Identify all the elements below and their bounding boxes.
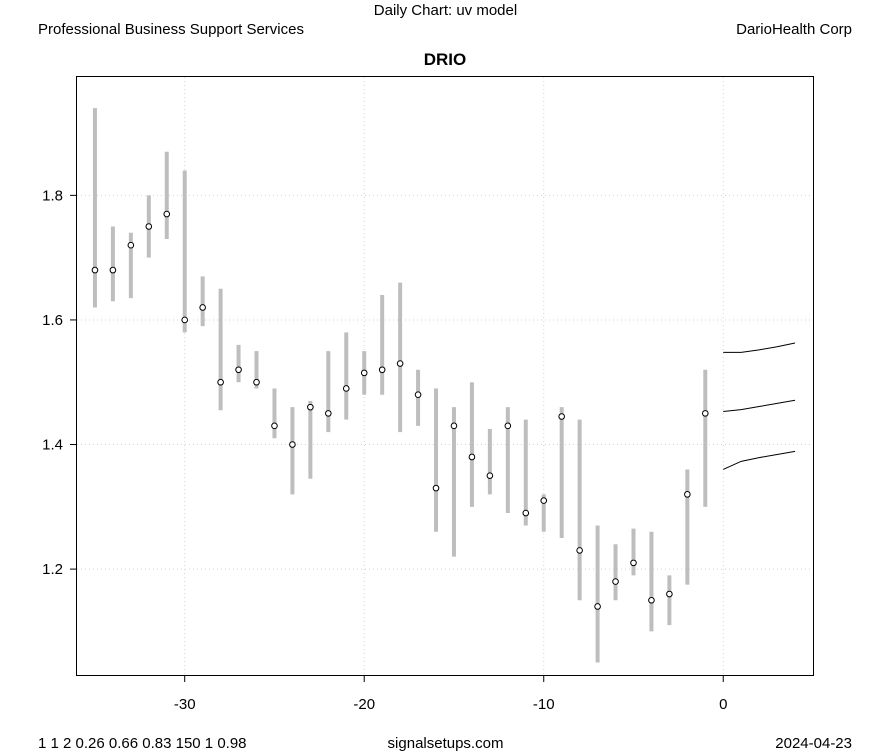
x-tick-label: 0 xyxy=(719,696,727,713)
close-point xyxy=(217,378,224,386)
close-point xyxy=(522,509,530,517)
close-point xyxy=(558,413,565,420)
close-point xyxy=(612,578,619,585)
y-tick-label: 1.4 xyxy=(42,437,63,454)
y-tick-label: 1.2 xyxy=(42,561,63,578)
grid xyxy=(77,77,813,675)
close-point xyxy=(684,491,691,498)
close-point xyxy=(127,241,135,249)
close-point xyxy=(414,391,422,398)
close-point xyxy=(360,369,368,377)
plot-frame xyxy=(76,76,814,676)
close-point xyxy=(181,316,189,324)
forecast-lines xyxy=(723,342,796,470)
close-point xyxy=(91,266,99,274)
x-tick-label: -30 xyxy=(174,696,196,713)
close-point xyxy=(109,266,117,274)
close-point xyxy=(289,441,296,448)
y-tick-label: 1.6 xyxy=(42,312,63,329)
y-tick-label: 1.8 xyxy=(42,187,63,204)
close-point xyxy=(486,472,494,479)
close-point xyxy=(432,484,440,492)
sector-label: Professional Business Support Services xyxy=(38,21,304,38)
close-point xyxy=(450,422,458,430)
close-point xyxy=(630,559,637,567)
close-point xyxy=(666,590,673,598)
x-tick-label: -10 xyxy=(533,696,555,713)
axes: -30 -20 -10 0 1.2 1.4 1.6 1.8 xyxy=(42,187,727,713)
date-label: 2024-04-23 xyxy=(775,735,852,752)
close-point xyxy=(235,366,242,374)
close-points xyxy=(91,210,709,610)
close-point xyxy=(307,403,314,411)
x-tick-label: -20 xyxy=(353,696,375,713)
forecast-line-middle xyxy=(723,399,796,413)
close-point xyxy=(576,547,583,554)
forecast-line-lower xyxy=(723,450,796,470)
close-point xyxy=(163,210,171,218)
range-bars xyxy=(92,108,708,663)
chart-name: Daily Chart: uv model xyxy=(373,2,518,19)
close-point xyxy=(594,603,601,610)
close-point xyxy=(342,385,350,392)
close-point xyxy=(325,410,332,417)
close-point xyxy=(468,453,476,461)
model-params: 1 1 2 0.26 0.66 0.83 150 1 0.98 xyxy=(38,735,247,752)
close-point xyxy=(253,378,260,386)
close-point xyxy=(378,366,386,374)
company-label: DarioHealth Corp xyxy=(736,21,852,38)
close-point xyxy=(540,497,548,504)
close-point xyxy=(396,360,404,367)
close-point xyxy=(701,410,709,417)
source-label: signalsetups.com xyxy=(387,735,504,752)
forecast-line-upper xyxy=(723,342,796,353)
close-point xyxy=(271,422,278,430)
close-point xyxy=(504,422,512,430)
close-point xyxy=(199,304,206,311)
close-point xyxy=(648,596,655,604)
close-point xyxy=(145,223,153,230)
chart-title: DRIO xyxy=(424,50,467,69)
